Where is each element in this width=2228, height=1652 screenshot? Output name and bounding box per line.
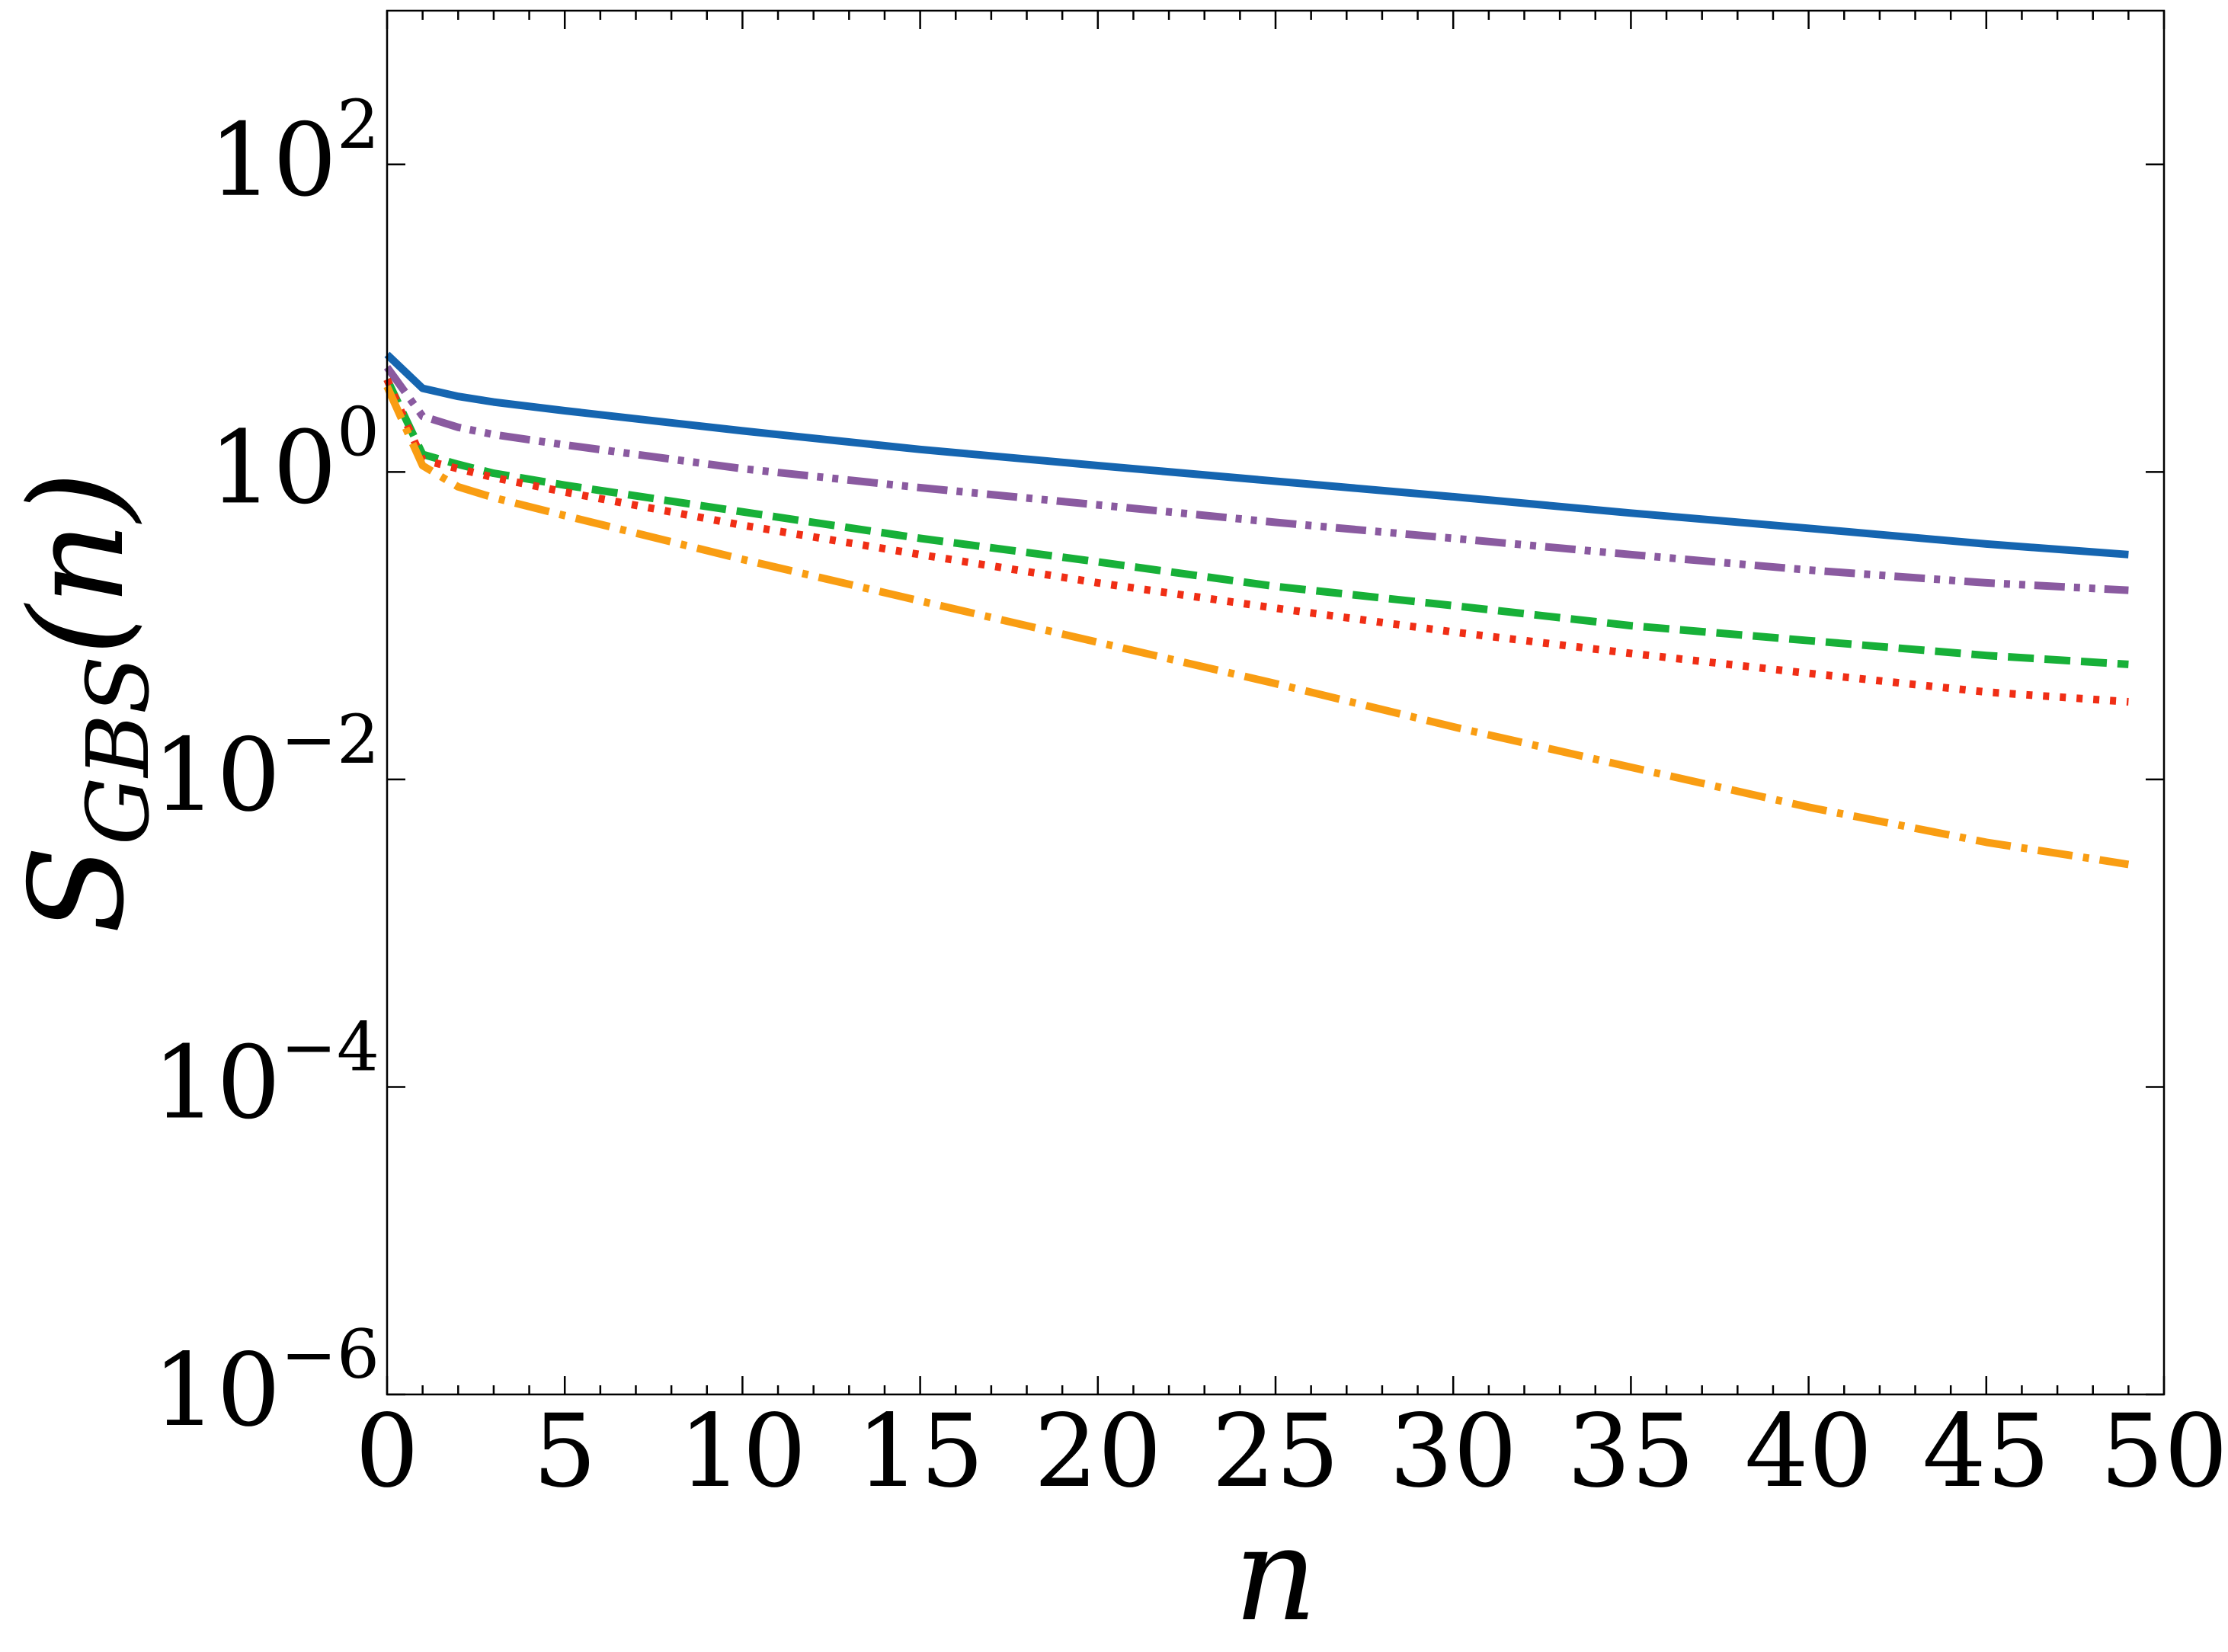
- x-tick-label: 0: [355, 1393, 419, 1510]
- y-tick-label: 10−4: [152, 1007, 379, 1141]
- y-axis-label-argument: (n): [2, 471, 153, 655]
- y-tick-exponent: −6: [280, 1315, 379, 1394]
- plot-frame: [386, 9, 2166, 1396]
- y-tick-base: 10: [209, 409, 337, 527]
- x-tick-label: 50: [2100, 1393, 2228, 1510]
- x-tick-label: 15: [856, 1393, 984, 1510]
- y-tick-exponent: −2: [280, 700, 379, 779]
- y-axis-label-subscript: GBS: [69, 656, 168, 846]
- y-tick-exponent: −4: [280, 1007, 379, 1086]
- y-axis-label-base: S: [2, 845, 153, 933]
- y-tick-exponent: 2: [337, 85, 379, 164]
- y-axis-ticks: [387, 163, 2164, 1396]
- x-tick-label: 25: [1212, 1393, 1340, 1510]
- series-line-2: [383, 364, 2129, 594]
- x-tick-label: 10: [678, 1393, 806, 1510]
- series-line-5: [383, 385, 2130, 869]
- series-line-3: [383, 377, 2129, 668]
- y-tick-base: 10: [152, 717, 280, 834]
- y-tick-label: 10−6: [152, 1315, 379, 1449]
- x-axis-label: n: [1234, 1500, 1317, 1650]
- y-tick-base: 10: [152, 1024, 280, 1141]
- y-tick-base: 10: [209, 102, 337, 219]
- x-tick-label: 30: [1389, 1393, 1517, 1510]
- x-tick-label: 5: [533, 1393, 597, 1510]
- x-tick-label: 20: [1034, 1393, 1162, 1510]
- x-tick-label: 40: [1745, 1393, 1873, 1510]
- x-axis-ticks: [386, 11, 2166, 1394]
- series-layer: [383, 351, 2130, 869]
- y-tick-label: 10−2: [152, 700, 379, 834]
- y-tick-base: 10: [152, 1332, 280, 1449]
- x-tick-label: 45: [1922, 1393, 2050, 1510]
- series-line-4: [383, 377, 2129, 706]
- x-tick-label: 35: [1567, 1393, 1695, 1510]
- y-axis-label: SGBS(n): [2, 471, 168, 933]
- series-line-1: [384, 351, 2129, 559]
- y-tick-exponent: 0: [337, 392, 379, 471]
- x-tick-labels: 0 5 10 15 20 25 30 35 40 45 50: [355, 1393, 2228, 1510]
- y-tick-label: 102: [209, 85, 379, 219]
- y-tick-label: 100: [209, 392, 379, 527]
